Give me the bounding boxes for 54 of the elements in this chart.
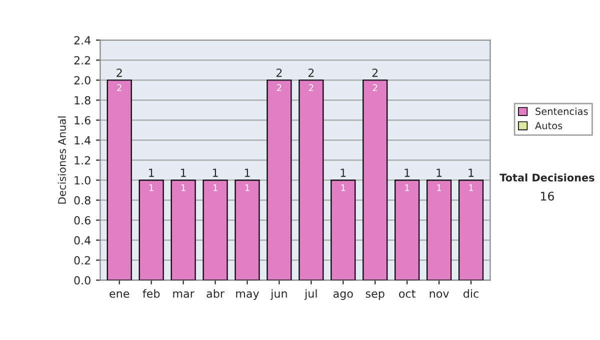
y-axis-title: Decisiones Anual — [58, 116, 66, 204]
data-label: 2 — [308, 84, 314, 91]
x-tick-label: dic — [464, 289, 478, 298]
y-tick-label: 0.2 — [74, 256, 90, 265]
y-tick-label: 0.0 — [74, 276, 90, 285]
x-tick-label: jun — [270, 289, 287, 300]
y-tick-label: 1.0 — [74, 176, 90, 185]
x-tick-label: ago — [333, 291, 353, 300]
total-label: 2 — [276, 68, 282, 77]
y-tick-label: 2.0 — [74, 76, 90, 85]
text: 16 — [540, 192, 554, 201]
data-label: 1 — [341, 184, 346, 192]
x-tick-label: oct — [399, 290, 416, 298]
x-tick-label: nov — [430, 291, 449, 298]
x-tick-label: abr — [206, 289, 224, 298]
total-label: 1 — [404, 168, 410, 177]
total-label: 2 — [308, 68, 314, 77]
x-tick-label: jul — [304, 289, 317, 300]
data-label: 1 — [245, 184, 250, 192]
x-tick-label: may — [236, 291, 260, 300]
data-label: 1 — [437, 184, 442, 192]
y-tick-label: 1.6 — [74, 116, 90, 125]
data-label: 1 — [405, 184, 410, 192]
x-tick-label: sep — [366, 291, 384, 300]
total-label: 1 — [149, 168, 154, 177]
data-label: 1 — [181, 184, 186, 192]
data-label: 1 — [149, 184, 154, 192]
y-tick-label: 2.4 — [74, 36, 91, 44]
total-label: 1 — [468, 168, 474, 177]
data-label: 1 — [213, 184, 218, 192]
data-label: 2 — [277, 84, 282, 91]
y-tick-label: 1.4 — [74, 136, 91, 144]
x-tick-label: mar — [173, 291, 194, 298]
x-tick-label: ene — [110, 291, 130, 298]
text: Total Decisiones — [500, 173, 594, 182]
total-label: 1 — [181, 168, 186, 177]
legend-label: Autos — [535, 122, 562, 130]
data-label: 2 — [117, 84, 122, 91]
total-label: 2 — [116, 68, 122, 77]
y-tick-label: 0.8 — [74, 196, 90, 205]
legend-label: Sentencias — [536, 107, 588, 116]
y-tick-label: 2.2 — [74, 56, 90, 64]
y-tick-label: 1.2 — [74, 156, 90, 164]
x-tick-label: feb — [142, 289, 160, 298]
y-tick-label: 0.4 — [74, 236, 91, 245]
total-label: 1 — [436, 168, 442, 177]
total-label: 1 — [340, 168, 346, 177]
data-label: 1 — [469, 184, 474, 192]
total-label: 1 — [244, 168, 250, 177]
y-tick-label: 0.6 — [74, 216, 90, 225]
y-tick-label: 1.8 — [74, 96, 90, 105]
total-label: 2 — [372, 68, 378, 77]
data-label: 2 — [372, 84, 378, 91]
total-label: 1 — [212, 168, 218, 177]
